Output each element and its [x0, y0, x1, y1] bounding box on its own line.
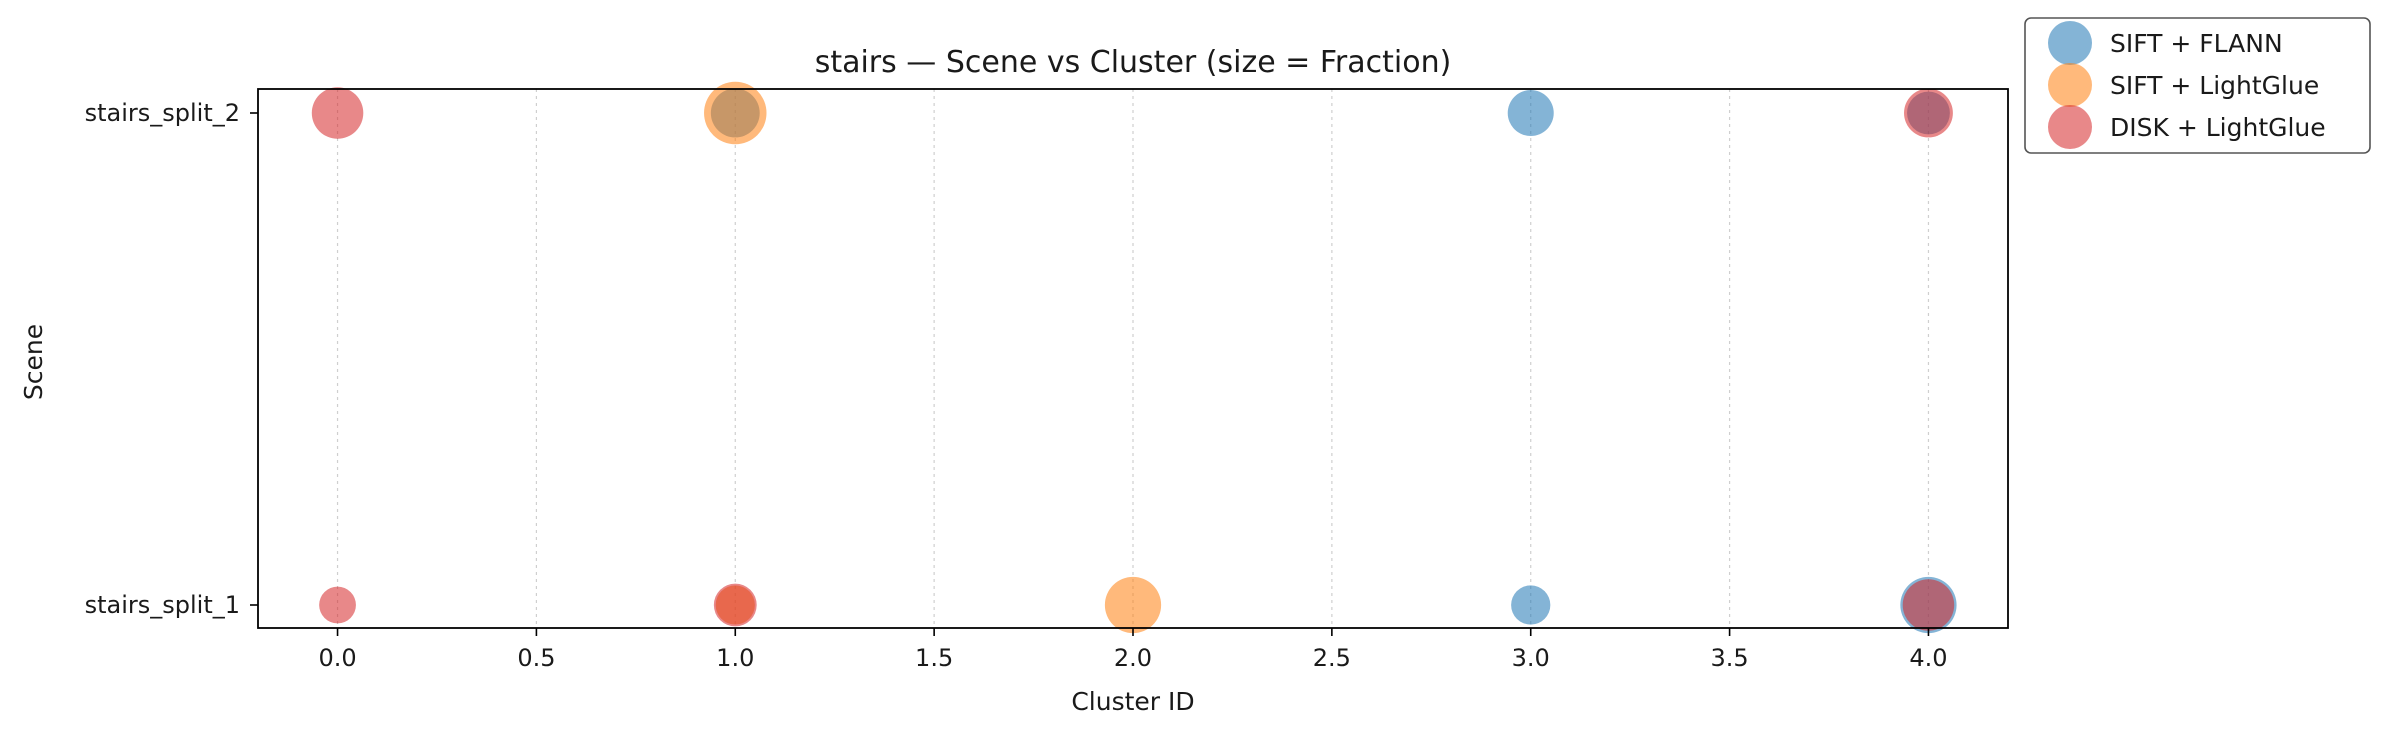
y-axis-label: Scene	[19, 324, 48, 400]
x-tick-label: 1.0	[716, 644, 754, 672]
legend: SIFT + FLANN SIFT + LightGlue DISK + Light…	[2024, 17, 2371, 154]
point-series-2	[713, 583, 757, 627]
grid-lines	[336, 89, 1930, 628]
point-series-2	[319, 586, 356, 624]
x-tick-label: 2.5	[1313, 644, 1351, 672]
x-axis-ticks: 0.0 0.5 1.0 1.5 2.0 2.5 3.0 3.5 4.0	[318, 628, 1948, 672]
legend-marker	[2048, 21, 2092, 65]
y-axis-ticks: stairs_split_1 stairs_split_2	[85, 99, 258, 619]
legend-label: SIFT + LightGlue	[2110, 71, 2319, 100]
legend-marker	[2048, 105, 2092, 149]
x-tick-label: 2.0	[1114, 644, 1152, 672]
x-tick-label: 3.5	[1711, 644, 1749, 672]
point-series-2	[1902, 579, 1955, 631]
point-series-0	[1507, 90, 1554, 136]
y-tick-label: stairs_split_1	[85, 591, 240, 619]
x-tick-label: 4.0	[1909, 644, 1947, 672]
point-series-1	[1104, 576, 1162, 634]
y-tick-label: stairs_split_2	[85, 99, 240, 127]
plot-frame	[257, 88, 2009, 629]
point-series-1	[704, 81, 767, 145]
legend-label: SIFT + FLANN	[2110, 29, 2283, 58]
x-axis-label: Cluster ID	[1071, 687, 1194, 716]
legend-label: DISK + LightGlue	[2110, 113, 2326, 142]
legend-marker	[2048, 63, 2092, 107]
x-tick-label: 0.5	[517, 644, 555, 672]
x-tick-label: 0.0	[318, 644, 356, 672]
x-tick-label: 3.0	[1512, 644, 1550, 672]
point-series-0	[1511, 585, 1551, 625]
chart-title: stairs — Scene vs Cluster (size = Fracti…	[815, 45, 1452, 80]
legend-box	[2024, 17, 2371, 154]
data-points	[311, 81, 1957, 634]
point-series-2	[1904, 88, 1953, 138]
x-tick-label: 1.5	[915, 644, 953, 672]
point-series-2	[311, 87, 364, 139]
